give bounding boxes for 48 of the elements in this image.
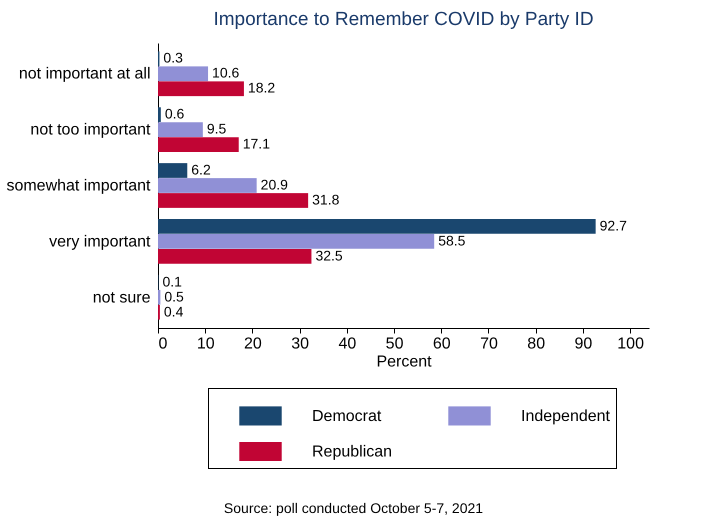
x-tick-label: 0 (158, 336, 168, 352)
bar (158, 81, 244, 96)
data-label: 31.8 (312, 192, 340, 208)
bar (158, 178, 257, 193)
data-label: 92.7 (600, 217, 628, 234)
bar (158, 122, 203, 137)
y-tick-label: not important at all (18, 66, 150, 83)
x-tick-label: 50 (386, 336, 404, 352)
chart-title: Importance to Remember COVID by Party ID (213, 9, 594, 30)
data-label: 32.5 (315, 247, 343, 264)
data-label: 0.6 (164, 106, 185, 122)
data-label: 20.9 (260, 176, 288, 192)
bar (158, 163, 188, 178)
x-tick-label: 70 (480, 336, 498, 352)
data-label: 0.3 (163, 50, 184, 66)
legend-label: Democrat (312, 408, 382, 425)
bar (158, 234, 434, 249)
y-tick-label: not too important (30, 122, 152, 139)
data-label: 0.5 (164, 288, 184, 304)
data-label: 0.1 (162, 273, 182, 290)
data-label: 58.5 (438, 232, 466, 248)
bar (158, 137, 239, 152)
legend-label: Republican (312, 444, 392, 460)
x-axis-title: Percent (376, 354, 432, 370)
y-tick-label: very important (49, 233, 152, 250)
bar (158, 193, 308, 208)
bar (158, 66, 208, 82)
data-label: 10.6 (212, 64, 240, 81)
y-tick-label: somewhat important (6, 178, 152, 194)
source-note: Source: poll conducted October 5-7, 2021 (222, 500, 484, 516)
bar (158, 249, 312, 264)
data-label: 17.1 (242, 136, 270, 152)
data-label: 0.4 (164, 303, 184, 320)
x-tick-label: 30 (291, 336, 310, 352)
legend-label: Independent (521, 408, 611, 425)
data-label: 6.2 (191, 162, 211, 178)
data-label: 9.5 (206, 120, 227, 137)
x-tick-label: 60 (432, 336, 451, 352)
x-tick-label: 40 (338, 336, 356, 352)
x-tick-label: 100 (617, 336, 644, 352)
bar (158, 107, 161, 122)
y-tick-label: not sure (92, 289, 151, 306)
x-tick-label: 10 (196, 336, 215, 352)
x-tick-label: 80 (527, 336, 546, 352)
x-tick-label: 20 (244, 336, 262, 352)
bar (158, 219, 596, 234)
data-label: 18.2 (248, 80, 276, 96)
x-tick-label: 90 (574, 336, 592, 352)
